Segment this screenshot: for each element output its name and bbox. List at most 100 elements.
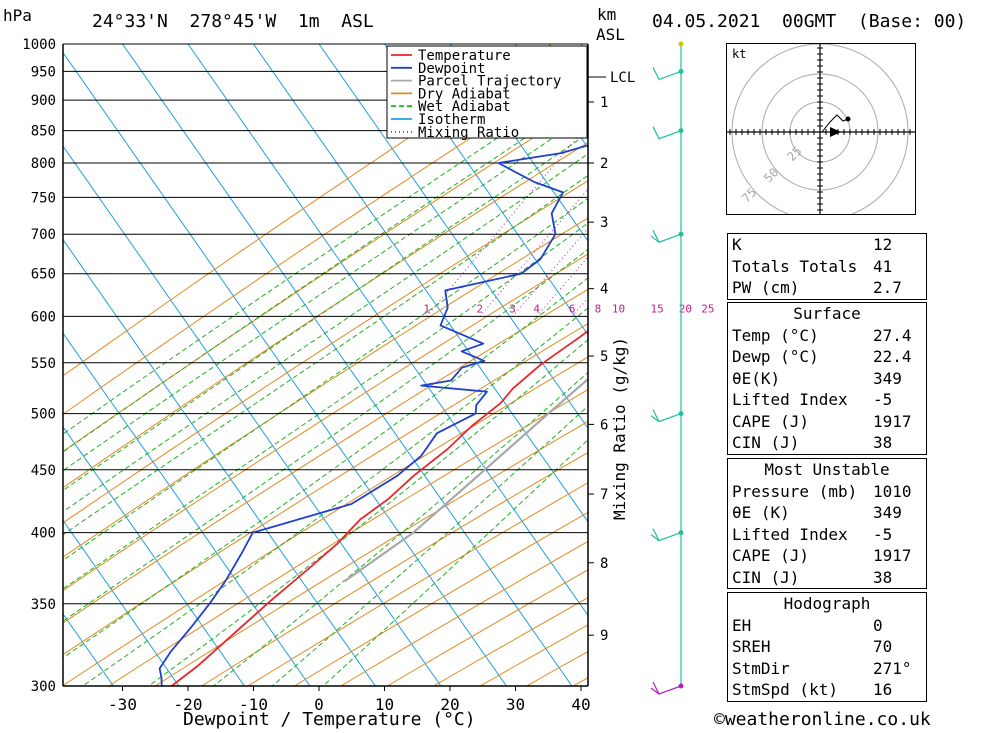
wind-barb [652,67,682,81]
wind-level-marker [678,128,684,134]
isotherm-line [187,44,588,617]
dry-adiabat-line [63,323,588,656]
hodograph-plot: kt 25 50 75 [727,41,915,223]
isotherm-line [253,44,588,523]
table-row: Temp (°C) 27.4 [728,325,926,347]
mixing-ratio-line [685,44,720,316]
table-row: Lifted Index -5 [728,524,926,546]
parcel-trajectory-line [343,377,588,583]
isotherm-line [449,44,588,243]
legend-entry: Mixing Ratio [418,125,519,141]
param-label: Temp (°C) [732,325,819,345]
param-label: StmSpd (kt) [732,680,838,699]
table-row: PW (cm) 2.7 [728,277,926,299]
mixing-ratio-label: 20 [679,302,692,315]
wet-adiabat-line [63,94,588,453]
dry-adiabat-line [63,102,588,453]
surface-table: Surface Temp (°C) 27.4 Dewp (°C) 22.4 θE(K… [727,302,927,455]
dry-adiabat-line [340,540,588,686]
mixing-ratio-line [708,44,720,316]
hodograph-table: Hodograph EH 0 SREH 70 StmDir 271° StmSpd (… [727,592,927,702]
wind-profile [650,41,684,695]
param-value: 22.4 [873,347,912,366]
legend-entry: Temperature [418,48,511,64]
indices-table: K 12 Totals Totals 41 PW (cm) 2.7 [727,233,927,300]
pressure-tick-label: 450 [31,463,56,479]
table-row: θE (K) 349 [728,502,926,524]
table-row: StmDir 271° [728,658,926,680]
dry-adiabat-line [201,451,588,686]
pressure-tick-label: 350 [31,597,56,613]
wind-barb [652,126,682,140]
param-label: Pressure (mb) [732,481,858,501]
table-row: Totals Totals 41 [728,256,926,278]
km-tick-label: 6 [600,417,608,433]
table-row: Dewp (°C) 22.4 [728,346,926,368]
hodograph-ring-label: 50 [761,165,781,185]
pressure-tick-label: 750 [31,190,56,206]
table-title: Hodograph [783,594,871,613]
isotherm-line [63,425,245,686]
km-tick-label: 2 [600,156,608,172]
pressure-tick-label: 700 [31,227,56,243]
dry-adiabat-line [63,288,588,624]
pressure-tick-label: 850 [31,124,56,140]
dry-adiabat-line [63,356,588,686]
x-tick-label: 0 [314,695,324,714]
param-value: -5 [873,390,893,409]
wind-barb-flag [650,687,660,695]
km-tick-label: 8 [600,556,608,572]
wind-barb-flag [650,534,660,542]
table-row: SREH 70 [728,636,926,658]
param-value: 0 [873,615,883,635]
param-label: CIN (J) [732,567,800,587]
mixing-ratio-label: 6 [569,302,576,315]
mixing-ratio-line [571,297,588,317]
hodograph-end-point [845,116,851,122]
km-tick-label: 9 [600,628,608,644]
pressure-tick-label: 1000 [22,37,56,53]
x-axis-title: Dewpoint / Temperature (°C) [183,709,476,730]
param-label: EH [732,615,752,635]
isotherm-line [63,519,180,686]
km-tick-label: 1 [600,95,608,111]
x-tick-label: -20 [174,695,203,714]
param-label: PW (cm) [732,278,800,297]
param-value: 70 [873,637,893,656]
hodograph-trace [821,114,849,133]
table-row: CAPE (J) 1917 [728,545,926,567]
param-label: θE (K) [732,503,790,522]
skewt-diagram: 1 2 3 4 6 8 10 15 20 25 3003504004505005506006507… [22,37,720,714]
param-label: θE(K) [732,368,781,388]
param-value: 271° [873,658,912,678]
x-tick-label: 10 [375,695,394,714]
x-tick-label: 20 [440,695,459,714]
km-tick-label: 3 [600,215,608,231]
legend-entry: Parcel Trajectory [418,74,561,90]
copyright-text: ©weatheronline.co.uk [714,709,931,730]
table-header: Surface [728,303,926,325]
mixing-ratio-label: 1 [423,302,430,315]
table-row: EH 0 [728,615,926,637]
hodograph-panel: kt 25 50 75 [726,41,916,223]
mixing-ratio-line [657,44,720,316]
legend-box [386,45,588,139]
dry-adiabat-line [666,44,720,686]
wind-barb [652,229,682,243]
table-header: Hodograph [728,593,926,615]
pressure-tick-label: 550 [31,356,56,372]
param-value: 349 [873,368,902,388]
param-label: Lifted Index [732,390,848,409]
table-row: StmSpd (kt) 16 [728,679,926,701]
param-value: 1917 [873,546,912,565]
mixing-ratio-label: 4 [533,302,540,315]
mixing-ratio-axis-title: Mixing Ratio (g/kg) [610,336,629,520]
pressure-unit-label: hPa [3,6,32,25]
location-title: 24°33'N 278°45'W 1m ASL [92,11,374,32]
dry-adiabat-line [712,44,720,686]
mixing-ratio-label: 15 [650,302,663,315]
param-value: 38 [873,433,893,452]
profile-series [158,144,588,686]
